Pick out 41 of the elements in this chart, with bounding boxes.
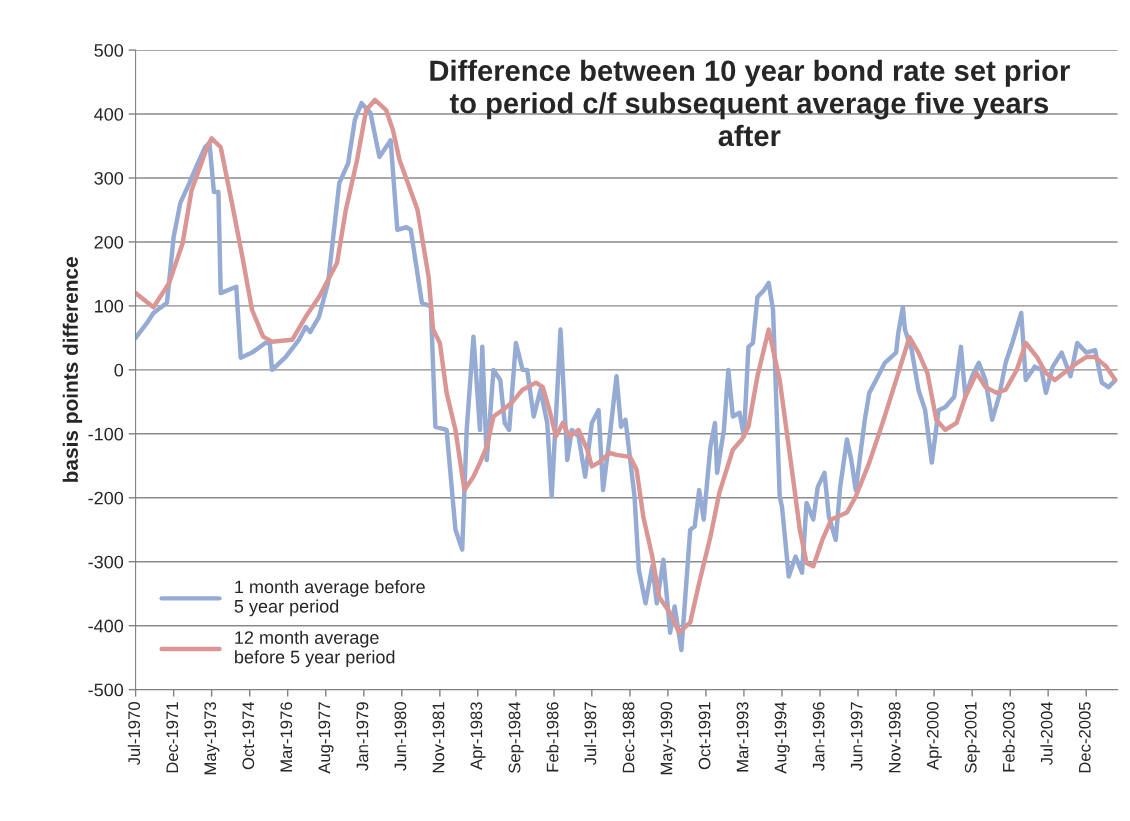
y-tick-label: -400 [88, 619, 124, 633]
y-tick-label: -500 [88, 683, 124, 697]
x-tick-label: Aug-1977 [318, 702, 334, 774]
x-tick-label: Jan-1979 [356, 702, 369, 771]
x-tick-label: May-1973 [204, 702, 220, 775]
x-tick-label: Jan-1996 [812, 702, 825, 771]
text: Difference between 10 year bond rate set prior to period c/f subsequent average five years after [430, 59, 1070, 147]
legend-label: 12 month average before 5 year period [235, 630, 395, 667]
y-tick-label: 300 [94, 171, 124, 185]
x-tick-label: Nov-1981 [432, 702, 445, 773]
y-tick-label: -200 [88, 491, 124, 505]
x-tick-label: May-1990 [660, 702, 676, 775]
x-tick-label: Mar-1976 [280, 702, 293, 772]
y-tick-label: 400 [94, 107, 124, 121]
x-tick-label: Sep-2001 [964, 702, 980, 773]
y-tick-label: -100 [88, 427, 124, 441]
x-tick-label: Jul-1970 [127, 702, 141, 766]
y-tick-label: 500 [94, 44, 124, 57]
x-tick-label: Jul-2004 [1040, 701, 1053, 766]
x-tick-label: Jun-1980 [394, 702, 407, 771]
x-tick-label: Jun-1997 [850, 702, 863, 771]
x-tick-label: Dec-2005 [1078, 702, 1091, 773]
x-tick-label: Feb-2003 [1002, 702, 1015, 772]
x-tick-label: Mar-1993 [736, 702, 749, 772]
y-tick-label: 200 [94, 235, 124, 249]
x-tick-label: Jul-1987 [584, 702, 597, 766]
legend-label: 1 month average before 5 year period [234, 579, 425, 617]
x-tick-label: Aug-1994 [774, 701, 790, 774]
y-tick-label: -300 [88, 555, 124, 569]
y-tick-label: 0 [114, 363, 124, 377]
y-axis-title: basis points difference [62, 257, 83, 482]
x-tick-label: Apr-1983 [470, 702, 486, 770]
x-tick-label: Apr-2000 [926, 702, 942, 770]
x-tick-label: Dec-1988 [622, 702, 635, 773]
x-tick-label: Nov-1998 [888, 702, 901, 773]
x-tick-label: Oct-1991 [698, 702, 711, 770]
x-tick-label: Sep-1984 [508, 701, 524, 773]
y-tick-label: 100 [95, 299, 124, 313]
x-tick-label: Feb-1986 [546, 702, 559, 772]
x-tick-label: Oct-1974 [242, 701, 255, 770]
x-tick-label: Dec-1971 [166, 702, 179, 773]
